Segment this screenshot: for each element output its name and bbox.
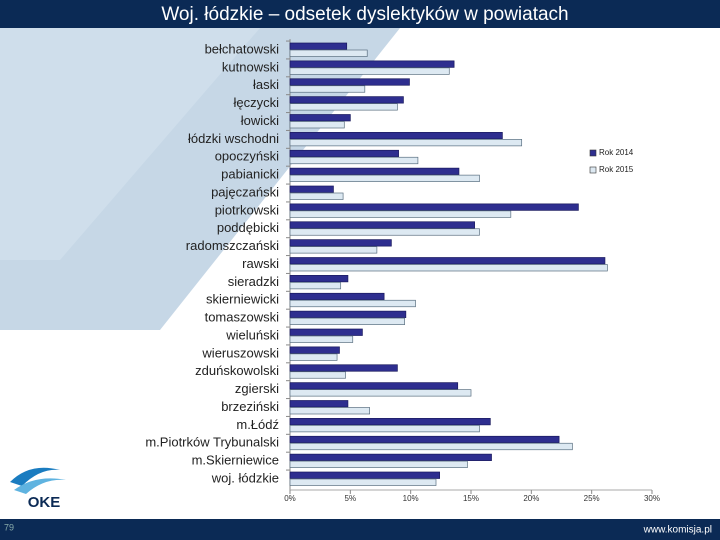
logo-wave bbox=[10, 467, 60, 486]
bar bbox=[289, 210, 512, 218]
bar bbox=[289, 85, 366, 93]
bar bbox=[289, 246, 378, 254]
footer-bar bbox=[0, 519, 720, 540]
bar bbox=[289, 42, 348, 50]
bar bbox=[289, 239, 392, 247]
y-tick-label: pabianicki bbox=[221, 167, 279, 182]
y-tick-label: pajęczański bbox=[211, 184, 279, 199]
y-tick-label: poddębicki bbox=[217, 220, 279, 235]
bar bbox=[289, 460, 468, 468]
bar bbox=[289, 418, 491, 426]
x-tick-label: 5% bbox=[345, 494, 357, 503]
footer-url: www.komisja.pl bbox=[643, 525, 712, 536]
title-bar bbox=[0, 0, 720, 28]
logo-wave bbox=[14, 478, 66, 494]
bar bbox=[289, 185, 334, 193]
bar bbox=[289, 228, 480, 236]
y-tick-label: m.Skierniewice bbox=[192, 453, 279, 468]
y-tick-label: zduńskowolski bbox=[195, 363, 279, 378]
bar bbox=[289, 78, 410, 86]
y-tick-label: opoczyński bbox=[215, 149, 279, 164]
bar bbox=[289, 407, 370, 415]
bar bbox=[289, 453, 492, 461]
y-tick-label: m.Piotrków Trybunalski bbox=[145, 435, 279, 450]
bar bbox=[289, 335, 354, 343]
bar bbox=[289, 371, 346, 379]
bar bbox=[289, 328, 363, 336]
bar bbox=[289, 221, 475, 229]
legend-swatch bbox=[589, 149, 597, 157]
bar bbox=[289, 67, 450, 75]
decor-shape bbox=[0, 28, 260, 260]
bar bbox=[289, 400, 349, 408]
bar bbox=[289, 156, 419, 165]
y-tick-label: sieradzki bbox=[228, 274, 279, 289]
y-tick-label: łaski bbox=[253, 77, 279, 92]
bar bbox=[289, 471, 440, 479]
y-tick-label: rawski bbox=[242, 256, 279, 271]
y-tick-label: brzeziński bbox=[221, 399, 279, 414]
legend-label: Rok 2015 bbox=[599, 165, 634, 174]
bar bbox=[289, 114, 351, 122]
bar bbox=[289, 442, 573, 451]
legend-label: Rok 2014 bbox=[599, 148, 634, 157]
bar bbox=[289, 389, 472, 397]
y-tick-label: zgierski bbox=[235, 381, 279, 396]
chart-title: Woj. łódzkie – odsetek dyslektyków w pow… bbox=[161, 4, 568, 25]
bar bbox=[289, 103, 398, 111]
bar bbox=[289, 132, 503, 140]
legend-swatch bbox=[589, 166, 597, 174]
slide-number: 79 bbox=[4, 522, 14, 532]
x-tick-label: 25% bbox=[584, 494, 600, 503]
plot: 0% 5% 10% 15% 20% 25% 30% bełchatowski kutnowski… bbox=[145, 39, 660, 503]
bar bbox=[289, 167, 460, 175]
bar bbox=[289, 382, 459, 390]
y-tick-label: kutnowski bbox=[222, 59, 279, 74]
y-tick-label: łódzki wschodni bbox=[188, 131, 279, 146]
x-tick-label: 10% bbox=[403, 494, 419, 503]
bar bbox=[289, 96, 404, 104]
y-tick-label: wieluński bbox=[225, 327, 279, 342]
y-tick-label: woj. łódzkie bbox=[211, 470, 279, 485]
bar bbox=[289, 299, 416, 308]
logo: OKE bbox=[10, 467, 66, 511]
x-tick-label: 15% bbox=[463, 494, 479, 503]
bar bbox=[289, 49, 368, 57]
bar bbox=[289, 364, 398, 372]
bar bbox=[289, 478, 437, 486]
bar bbox=[289, 203, 579, 211]
bar bbox=[289, 282, 342, 290]
bar bbox=[289, 310, 407, 318]
x-tick-label: 20% bbox=[523, 494, 539, 503]
bar bbox=[289, 139, 523, 147]
logo-text: OKE bbox=[28, 494, 61, 511]
bar bbox=[289, 275, 349, 283]
bar bbox=[289, 174, 480, 182]
bar bbox=[289, 192, 344, 200]
bar bbox=[289, 60, 455, 68]
bar bbox=[289, 121, 345, 129]
y-tick-label: skierniewicki bbox=[206, 292, 279, 307]
y-tick-label: łęczycki bbox=[233, 95, 279, 110]
x-tick-label: 0% bbox=[284, 494, 296, 503]
bar bbox=[289, 257, 606, 265]
y-tick-label: m.Łódź bbox=[236, 417, 279, 432]
y-tick-label: łowicki bbox=[241, 113, 279, 128]
bar bbox=[289, 435, 560, 444]
y-tick-label: bełchatowski bbox=[205, 41, 280, 56]
bar bbox=[289, 425, 480, 433]
y-tick-label: wieruszowski bbox=[201, 345, 279, 360]
bar bbox=[289, 353, 338, 361]
x-tick-label: 30% bbox=[644, 494, 660, 503]
y-tick-label: radomszczański bbox=[186, 238, 279, 253]
y-tick-label: piotrkowski bbox=[215, 202, 279, 217]
bar bbox=[289, 149, 399, 158]
y-tick-label: tomaszowski bbox=[205, 310, 280, 325]
bar bbox=[289, 292, 385, 301]
bar bbox=[289, 317, 405, 325]
bar bbox=[289, 264, 608, 272]
bar bbox=[289, 346, 340, 354]
